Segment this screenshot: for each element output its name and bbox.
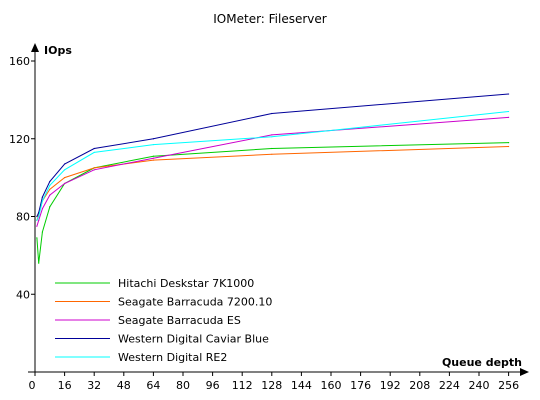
x-tick-label: 80 (176, 379, 190, 392)
legend-label: Seagate Barracuda ES (118, 314, 241, 327)
legend-label: Western Digital RE2 (118, 351, 227, 364)
data-point (508, 145, 510, 148)
y-ticks: 40 80 120 160 (9, 55, 35, 301)
data-point (64, 169, 66, 171)
x-tick-label: 32 (87, 379, 101, 392)
data-point (152, 155, 154, 157)
data-point (38, 262, 40, 264)
x-ticks: 0 16 32 48 64 80 96 112 128 144 160 176 192 208 224 240… (29, 372, 519, 392)
data-point (64, 177, 66, 179)
series-line-1 (36, 142, 509, 264)
y-axis-label: IOps (44, 44, 72, 57)
data-point (64, 182, 66, 185)
data-point (36, 219, 38, 221)
data-point (271, 134, 273, 136)
data-point (41, 196, 44, 198)
data-point (38, 212, 40, 214)
y-tick-label: 80 (16, 211, 30, 224)
data-point (36, 225, 38, 227)
y-tick-label: 120 (9, 133, 30, 146)
x-tick-label: 0 (29, 379, 36, 392)
x-tick-label: 96 (206, 379, 220, 392)
series-line-4 (36, 93, 509, 217)
series-line-3 (36, 116, 509, 227)
x-tick-label: 192 (380, 379, 401, 392)
series-line-2 (36, 146, 509, 221)
data-point (38, 219, 40, 221)
x-tick-label: 112 (232, 379, 253, 392)
data-point (152, 143, 154, 146)
x-tick-label: 224 (439, 379, 460, 392)
x-tick-label: 208 (409, 379, 430, 392)
x-tick-label: 240 (469, 379, 490, 392)
data-point (271, 112, 273, 115)
y-tick-label: 160 (9, 55, 30, 68)
data-point (36, 215, 38, 218)
x-tick-label: 256 (498, 379, 519, 392)
x-tick-label: 176 (350, 379, 371, 392)
data-point (49, 206, 51, 208)
legend: Hitachi Deskstar 7K1000 Seagate Barracuda… (55, 277, 272, 364)
data-point (93, 151, 95, 153)
data-point (271, 136, 273, 138)
data-point (93, 147, 95, 150)
data-point (41, 200, 44, 202)
data-point (36, 237, 38, 239)
y-tick-label: 40 (16, 288, 30, 301)
x-axis-arrow (520, 368, 529, 376)
data-point (41, 231, 44, 233)
data-point (508, 110, 510, 113)
x-tick-label: 144 (291, 379, 312, 392)
data-point (508, 142, 510, 144)
x-tick-label: 48 (117, 379, 131, 392)
x-tick-label: 64 (146, 379, 160, 392)
data-point (152, 138, 154, 140)
data-point (64, 163, 66, 165)
data-point (38, 215, 40, 218)
data-point (93, 169, 95, 171)
data-point (508, 93, 510, 95)
data-point (49, 194, 51, 196)
data-point (271, 153, 273, 155)
series-lines (36, 93, 510, 264)
data-point (508, 116, 510, 118)
x-tick-label: 160 (321, 379, 342, 392)
data-point (152, 159, 154, 161)
data-point (41, 208, 44, 210)
legend-label: Western Digital Caviar Blue (118, 333, 269, 346)
y-axis-arrow (31, 43, 39, 52)
data-point (49, 180, 51, 183)
legend-label: Hitachi Deskstar 7K1000 (118, 277, 254, 290)
axes (28, 43, 529, 376)
x-tick-label: 128 (261, 379, 282, 392)
x-axis-label: Queue depth (442, 356, 522, 369)
data-point (49, 184, 51, 186)
chart-title: IOMeter: Fileserver (213, 12, 327, 26)
data-point (93, 167, 95, 169)
data-point (49, 188, 51, 190)
data-point (152, 157, 154, 159)
legend-label: Seagate Barracuda 7200.10 (118, 296, 272, 309)
x-tick-label: 16 (58, 379, 72, 392)
data-point (271, 147, 273, 150)
